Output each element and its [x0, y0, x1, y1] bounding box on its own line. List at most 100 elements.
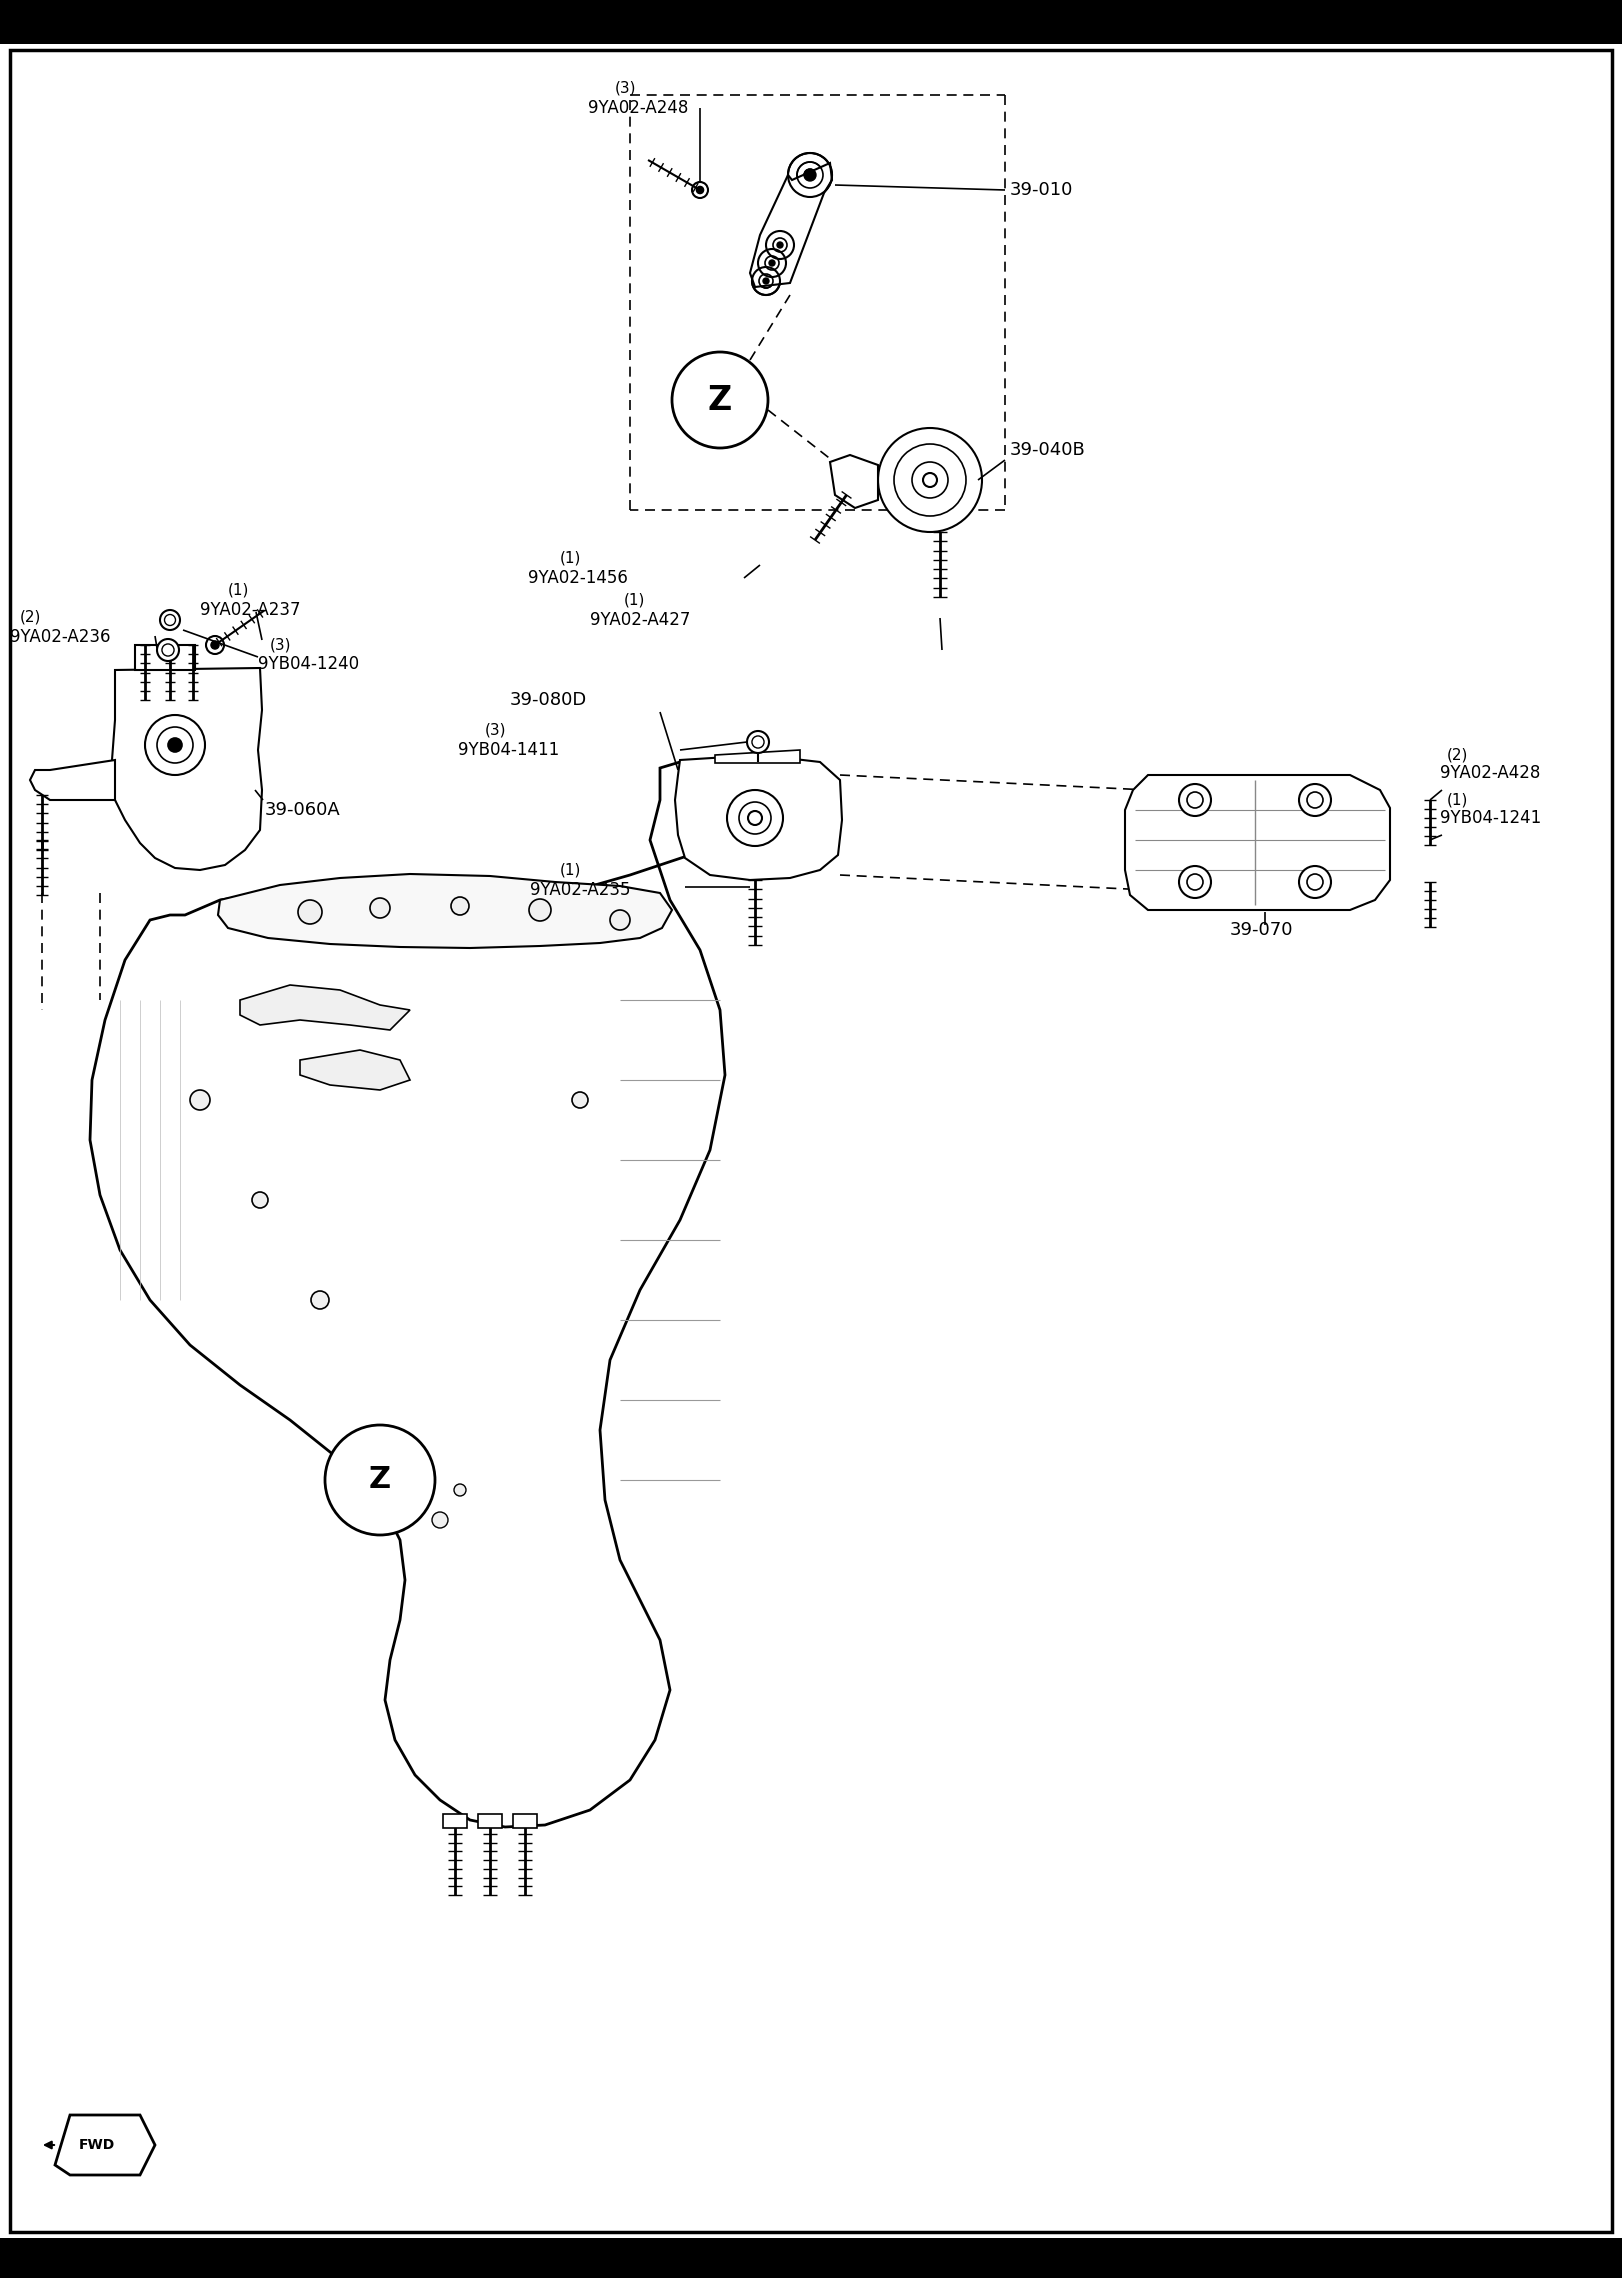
Circle shape [1187, 793, 1204, 809]
Polygon shape [29, 761, 115, 800]
Polygon shape [300, 1050, 410, 1089]
Polygon shape [715, 749, 800, 763]
Circle shape [769, 260, 775, 267]
Circle shape [740, 802, 770, 834]
Text: 9YB04-1240: 9YB04-1240 [258, 656, 358, 672]
Circle shape [610, 909, 629, 929]
Circle shape [431, 1513, 448, 1529]
Circle shape [190, 1089, 209, 1109]
Text: 9YA02-A236: 9YA02-A236 [10, 629, 110, 647]
Text: Z: Z [368, 1465, 391, 1494]
Circle shape [251, 1191, 268, 1207]
Circle shape [311, 1292, 329, 1310]
Text: 39-080D: 39-080D [509, 690, 587, 708]
Circle shape [298, 900, 323, 925]
Text: 9YA02-A248: 9YA02-A248 [589, 98, 688, 116]
Circle shape [1179, 784, 1212, 816]
Text: 9YB04-1411: 9YB04-1411 [457, 740, 560, 759]
Text: (1): (1) [1447, 793, 1468, 806]
Circle shape [894, 444, 967, 517]
Text: 39-010: 39-010 [1011, 180, 1074, 198]
Polygon shape [749, 164, 832, 287]
Circle shape [748, 731, 769, 754]
Circle shape [727, 790, 783, 845]
Text: (3): (3) [485, 722, 506, 738]
Text: 9YA02-A427: 9YA02-A427 [590, 611, 691, 629]
Text: Z: Z [707, 383, 732, 417]
Bar [0, 0, 1622, 43]
Text: 39-070: 39-070 [1229, 920, 1293, 939]
Text: 9YA02-A428: 9YA02-A428 [1440, 763, 1541, 781]
Circle shape [451, 898, 469, 916]
Circle shape [762, 278, 769, 285]
Text: (1): (1) [560, 863, 581, 877]
Polygon shape [112, 667, 263, 870]
Circle shape [757, 248, 787, 278]
Circle shape [1179, 866, 1212, 898]
Text: (2): (2) [1447, 747, 1468, 763]
Text: 39-060A: 39-060A [264, 802, 341, 820]
Circle shape [144, 715, 204, 775]
Polygon shape [1126, 775, 1390, 909]
Circle shape [1307, 793, 1324, 809]
Polygon shape [89, 763, 757, 1827]
Circle shape [762, 278, 769, 285]
Circle shape [766, 255, 779, 271]
Bar [443, 1813, 467, 1827]
Polygon shape [240, 984, 410, 1030]
Circle shape [878, 428, 981, 533]
Circle shape [805, 169, 816, 180]
Circle shape [672, 353, 767, 449]
Circle shape [777, 241, 783, 248]
Circle shape [161, 611, 180, 631]
Circle shape [753, 267, 780, 294]
Circle shape [1307, 875, 1324, 891]
Circle shape [759, 273, 774, 287]
Bar [513, 1813, 537, 1827]
Circle shape [1299, 866, 1332, 898]
Circle shape [211, 640, 219, 649]
Circle shape [788, 153, 832, 196]
Circle shape [157, 640, 178, 661]
Text: 9YB04-1241: 9YB04-1241 [1440, 809, 1541, 827]
Text: 39-040B: 39-040B [1011, 442, 1085, 458]
Text: 9YA02-A235: 9YA02-A235 [530, 882, 631, 900]
Polygon shape [675, 754, 842, 879]
Circle shape [923, 474, 938, 487]
Text: 9YA02-1456: 9YA02-1456 [529, 570, 628, 588]
Text: (3): (3) [269, 638, 292, 652]
Circle shape [796, 162, 822, 189]
Circle shape [206, 636, 224, 654]
Circle shape [748, 811, 762, 825]
Circle shape [162, 645, 174, 656]
Circle shape [157, 727, 193, 763]
Circle shape [769, 260, 775, 267]
Bar [0, 2237, 1622, 2278]
Text: (1): (1) [560, 551, 581, 565]
Circle shape [370, 898, 389, 918]
Circle shape [753, 736, 764, 747]
Circle shape [454, 1483, 466, 1497]
Text: FWD: FWD [79, 2139, 115, 2153]
Circle shape [1299, 784, 1332, 816]
Text: (3): (3) [615, 80, 636, 96]
Polygon shape [217, 875, 672, 948]
Circle shape [169, 738, 182, 752]
Circle shape [1187, 875, 1204, 891]
Circle shape [696, 187, 704, 194]
Circle shape [693, 182, 707, 198]
Bar [478, 1813, 501, 1827]
Circle shape [774, 237, 787, 253]
Circle shape [529, 900, 551, 920]
Circle shape [805, 169, 816, 180]
Text: (2): (2) [19, 611, 42, 624]
Text: (1): (1) [229, 583, 250, 597]
Polygon shape [135, 645, 195, 670]
Text: (1): (1) [624, 592, 646, 608]
Text: 9YA02-A237: 9YA02-A237 [200, 601, 300, 620]
Circle shape [164, 615, 175, 626]
Circle shape [766, 230, 795, 260]
Circle shape [777, 241, 783, 248]
Polygon shape [830, 456, 878, 508]
Circle shape [324, 1426, 435, 1535]
